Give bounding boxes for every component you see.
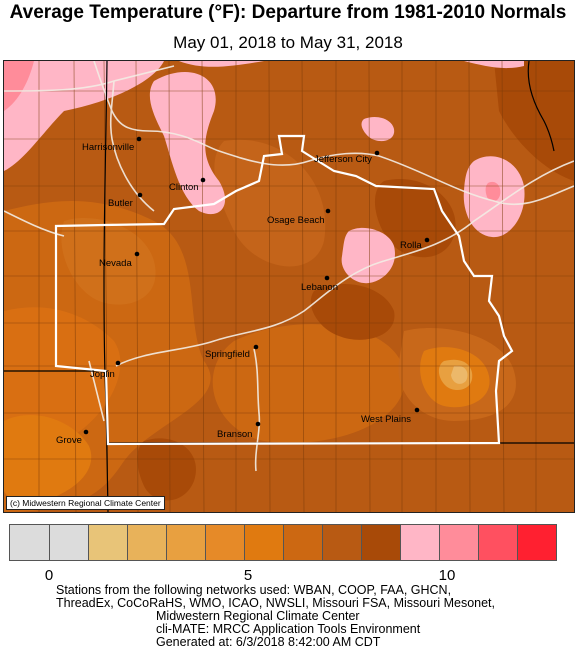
county-lines: [4, 61, 574, 512]
anomaly-region-warm: [361, 116, 395, 142]
anomaly-region-warm: [179, 61, 264, 67]
city-markers: Harrisonville Clinton Butler Jefferson City…: [56, 136, 430, 446]
legend-swatch: [205, 525, 244, 560]
legend-swatch: [283, 525, 322, 560]
anomaly-region-warm: [149, 72, 226, 215]
footer-line: Generated at: 6/3/2018 8:42:00 AM CDT: [156, 635, 381, 649]
city-label: Grove: [56, 435, 82, 446]
city-dot: [255, 421, 261, 427]
date-range: May 01, 2018 to May 31, 2018: [173, 33, 403, 52]
anomaly-region: [61, 217, 156, 305]
city-dot: [136, 136, 142, 142]
city-dot: [137, 192, 143, 198]
anomaly-region-warm: [4, 61, 34, 111]
city-dot: [414, 407, 420, 413]
legend-swatch: [400, 525, 439, 560]
footer-line: cli-MATE: MRCC Application Tools Environ…: [156, 622, 421, 636]
legend-swatch: [478, 525, 517, 560]
city-label: West Plains: [361, 414, 411, 425]
legend-swatch: [517, 525, 556, 560]
legend-tick-label: 10: [438, 567, 456, 584]
city-dot: [424, 237, 430, 243]
temperature-departure-map: Harrisonville Clinton Butler Jefferson City…: [3, 60, 575, 513]
city-label: Clinton: [169, 182, 199, 193]
city-label: Lebanon: [301, 282, 338, 293]
anomaly-region: [214, 139, 326, 267]
anomaly-region-warm: [341, 227, 395, 284]
map-canvas: Harrisonville Clinton Butler Jefferson City…: [4, 61, 574, 512]
anomaly-region: [137, 438, 196, 501]
legend-swatch: [322, 525, 361, 560]
legend-swatch: [49, 525, 88, 560]
legend-swatch: [10, 525, 49, 560]
legend-swatch: [127, 525, 166, 560]
anomaly-region: [451, 365, 468, 384]
city-dot: [253, 344, 259, 350]
footer-line: ThreadEx, CoCoRaHS, WMO, ICAO, NWSLI, Mi…: [56, 596, 495, 610]
city-dot: [134, 251, 140, 257]
city-dot: [200, 177, 206, 183]
city-label: Springfield: [205, 349, 250, 360]
city-label: Butler: [108, 198, 133, 209]
footer-line: Stations from the following networks use…: [56, 583, 452, 597]
city-dot: [374, 150, 380, 156]
city-label: Osage Beach: [267, 215, 325, 226]
anomaly-region: [374, 179, 456, 258]
city-label: Harrisonville: [82, 142, 134, 153]
color-legend: [9, 524, 557, 561]
legend-swatch: [166, 525, 205, 560]
region-outline: [54, 134, 514, 446]
anomaly-region-warm: [4, 61, 164, 171]
footer-notes: Stations from the following networks use…: [56, 584, 495, 649]
legend-swatch: [244, 525, 283, 560]
city-dot: [115, 360, 121, 366]
highways: [4, 61, 574, 472]
city-label: Nevada: [99, 258, 132, 269]
city-dot: [325, 208, 331, 214]
legend-swatch: [88, 525, 127, 560]
anomaly-region-warm: [485, 181, 501, 202]
copyright-label: (c) Midwestern Regional Climate Center: [6, 496, 165, 510]
city-dot: [324, 275, 330, 281]
footer-line: Midwestern Regional Climate Center: [156, 609, 360, 623]
city-label: Rolla: [400, 240, 422, 251]
map-title: Average Temperature (°F): Departure from…: [9, 2, 567, 23]
city-label: Branson: [217, 429, 252, 440]
anomaly-region: [310, 283, 395, 340]
legend-tick-label: 0: [44, 567, 54, 584]
city-label: Jefferson City: [314, 154, 372, 165]
legend-swatch: [439, 525, 478, 560]
legend-tick-label: 5: [243, 567, 253, 584]
anomaly-region-warm: [464, 61, 524, 69]
city-label: Joplin: [90, 369, 115, 380]
legend-swatch: [361, 525, 400, 560]
city-dot: [83, 429, 89, 435]
